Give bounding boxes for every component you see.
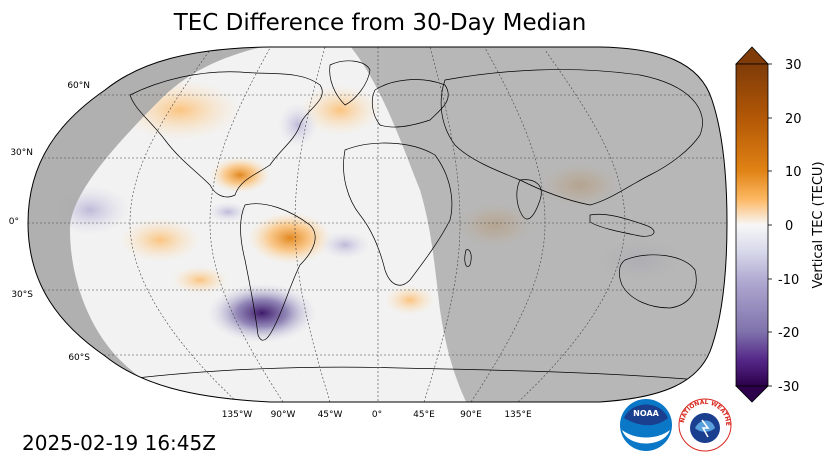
lat-label-30s: 30°S xyxy=(11,290,33,300)
africa-outline xyxy=(343,142,453,286)
lat-label-30n: 30°N xyxy=(10,148,33,158)
noaa-logo-text: NOAA xyxy=(633,409,659,418)
cb-label-20: 20 xyxy=(785,112,802,127)
cb-label-30: 30 xyxy=(785,58,802,73)
cb-label-0: 0 xyxy=(785,219,793,234)
lon-label-45w: 45°W xyxy=(318,410,343,420)
anomaly-south-america-south xyxy=(207,283,317,343)
cb-label-m20: -20 xyxy=(778,326,799,341)
lat-label-60s: 60°S xyxy=(68,353,90,363)
colorbar-extend-max xyxy=(735,46,769,65)
asia-outline xyxy=(440,69,703,206)
meridian-90w xyxy=(209,47,284,402)
europe-outline xyxy=(371,79,449,128)
madagascar-outline xyxy=(464,249,472,267)
colorbar-body xyxy=(735,63,769,387)
lon-label-135w: 135°W xyxy=(222,410,253,420)
australia-outline xyxy=(618,254,697,309)
meridian-135e xyxy=(517,49,626,402)
cb-label-m30: -30 xyxy=(778,380,799,395)
colorbar-ticks xyxy=(768,63,772,387)
lat-label-60n: 60°N xyxy=(67,81,90,91)
greenland-outline xyxy=(329,60,371,106)
anomaly-atlantic-equator xyxy=(320,231,370,259)
chart-title: TEC Difference from 30-Day Median xyxy=(173,10,587,36)
coastlines xyxy=(119,60,703,381)
anomaly-south-pacific xyxy=(172,266,228,294)
anomaly-south-america-north xyxy=(248,212,332,264)
lon-label-90e: 90°E xyxy=(460,410,482,420)
meridian-90e xyxy=(470,47,546,402)
anomaly-south-atlantic xyxy=(385,285,435,315)
meridian-135w xyxy=(129,49,238,402)
noaa-logo: NOAA xyxy=(620,399,672,451)
lon-label-90w: 90°W xyxy=(271,410,296,420)
timestamp: 2025-02-19 16:45Z xyxy=(22,431,216,455)
lon-label-0: 0° xyxy=(372,410,382,420)
globe-border xyxy=(27,46,728,403)
graticule xyxy=(28,47,727,402)
cb-label-10: 10 xyxy=(785,165,802,180)
cb-label-m10: -10 xyxy=(778,273,799,288)
anomaly-north-atlantic xyxy=(300,85,380,135)
anomaly-east-pacific xyxy=(208,202,248,222)
colorbar-axis-label: Vertical TEC (TECU) xyxy=(811,161,826,288)
globe xyxy=(28,47,727,402)
anomaly-pacific-equator xyxy=(120,218,200,262)
night-shading-east xyxy=(345,47,727,402)
anomaly-hudson xyxy=(278,103,318,147)
antarctica-outline xyxy=(119,366,701,381)
anomaly-gulf xyxy=(210,157,270,193)
north-america-outline xyxy=(129,71,323,198)
south-america-outline xyxy=(240,203,316,341)
india-outline xyxy=(516,179,542,220)
night-shading xyxy=(28,47,300,402)
lon-label-135e: 135°E xyxy=(504,410,532,420)
colorbar-extend-min xyxy=(735,385,769,403)
indonesia-outline xyxy=(589,213,655,237)
lon-label-45e: 45°E xyxy=(413,410,435,420)
lat-label-0: 0° xyxy=(9,217,19,227)
colorbar: 30 20 10 0 -10 -20 -30 Vertical TEC (TEC… xyxy=(735,46,826,403)
